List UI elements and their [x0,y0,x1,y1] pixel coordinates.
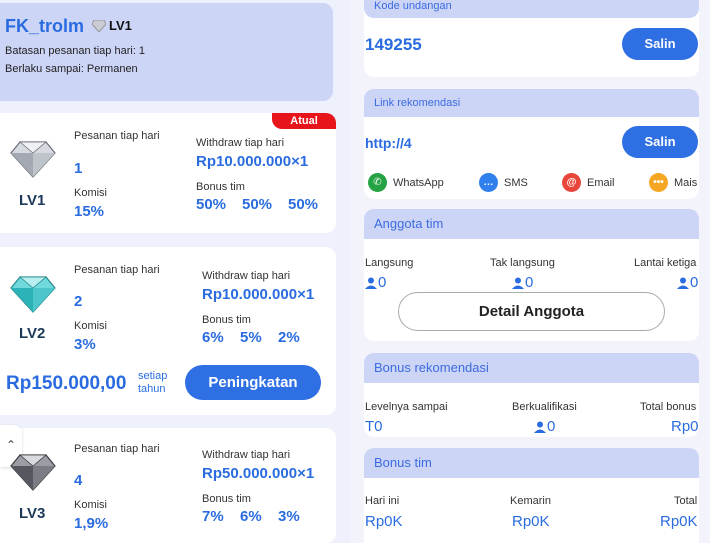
bonus-level-2: 5% [240,329,262,346]
commission-value: 1,9% [74,515,109,532]
upgrade-price: Rp150.000,00 [6,373,127,394]
orders-label: Pesanan tiap hari [74,130,160,142]
share-sms[interactable]: … SMS [479,173,528,192]
withdraw-value: Rp50.000.000×1 [202,465,315,482]
withdraw-label: Withdraw tiap hari [196,137,285,149]
bonus-level-2: 50% [242,196,273,213]
bonus-level-1: 7% [202,508,224,525]
qualified-label: Berkualifikasi [512,401,577,413]
level-badge: LV1 [92,18,132,33]
referral-link-url: http://4 [365,135,412,151]
order-limit-text: Batasan pesanan tiap hari: 1 [5,45,146,57]
bonus-level-2: 6% [240,508,262,525]
team-bonus-values: 6% 5% 2% [202,329,316,346]
member-details-button[interactable]: Detail Anggota [398,292,665,331]
upgrade-button[interactable]: Peningkatan [185,365,321,400]
team-bonus-header: Bonus tim [364,448,699,478]
share-label: Mais [674,176,698,189]
share-whatsapp[interactable]: ✆ WhatsApp [368,173,444,192]
level-name: LV3 [19,505,46,522]
withdraw-label: Withdraw tiap hari [202,449,291,461]
withdraw-value: Rp10.000.000×1 [196,153,309,170]
bonus-level-1: 6% [202,329,224,346]
share-label: SMS [504,176,528,189]
bonus-level-1: 50% [196,196,227,213]
orders-value: 1 [74,160,83,177]
team-bonus-values: 7% 6% 3% [202,508,316,525]
level-name: LV1 [19,192,46,209]
share-email[interactable]: @ Email [562,173,615,192]
yesterday-label: Kemarin [510,495,551,507]
team-bonus-label: Bonus tim [196,181,245,193]
invite-code-value: 149255 [365,35,422,54]
level-reached-label: Levelnya sampai [365,401,448,413]
profile-card: FK_trolm LV1 Batasan pesanan tiap hari: … [0,3,333,101]
commission-value: 15% [74,203,105,220]
share-more[interactable]: ••• Mais [649,173,697,192]
commission-label: Komisi [74,499,108,511]
referral-link-header: Link rekomendasi [364,89,699,117]
dark-diamond-icon [10,454,56,491]
today-value: Rp0K [365,513,403,530]
level-label: LV1 [109,18,132,33]
total-value: Rp0K [660,513,698,530]
commission-label: Komisi [74,187,108,199]
orders-value: 4 [74,472,83,489]
yesterday-value: Rp0K [512,513,550,530]
orders-label: Pesanan tiap hari [74,264,160,276]
third-floor-label: Lantai ketiga [634,257,697,269]
bonus-level-3: 3% [278,508,300,525]
valid-until-text: Berlaku sampai: Permanen [5,63,138,75]
team-members-header: Anggota tim [364,209,699,239]
referral-bonus-header: Bonus rekomendasi [364,353,699,383]
copy-invite-code-button[interactable]: Salin [622,28,698,60]
person-icon [365,277,377,290]
team-bonus-label: Bonus tim [202,493,251,505]
person-icon [677,277,689,290]
commission-value: 3% [74,336,96,353]
level-card-lv1[interactable] [0,113,336,233]
more-icon: ••• [649,173,668,192]
third-floor-count: 0 [677,274,698,291]
total-bonus-value: Rp0 [671,418,699,435]
share-label: WhatsApp [393,176,444,189]
invite-code-header: Kode undangan [364,0,699,18]
level-name: LV2 [19,325,46,342]
indirect-count: 0 [512,274,533,291]
person-icon [512,277,524,290]
bonus-level-3: 50% [288,196,319,213]
team-bonus-label: Bonus tim [202,314,251,326]
aqua-diamond-icon [10,276,56,313]
orders-value: 2 [74,293,83,310]
level-card-lv3[interactable] [0,428,336,543]
direct-count: 0 [365,274,386,291]
vip-level-panel: FK_trolm LV1 Batasan pesanan tiap hari: … [0,0,346,543]
today-label: Hari ini [365,495,400,507]
copy-referral-link-button[interactable]: Salin [622,126,698,158]
silver-diamond-icon [10,141,56,178]
email-icon: @ [562,173,581,192]
diamond-icon [92,19,106,32]
collapse-tab[interactable]: ⌃ [0,425,22,467]
direct-label: Langsung [365,257,414,269]
username: FK_trolm [5,16,85,36]
chevron-up-icon: ⌃ [5,438,17,452]
orders-label: Pesanan tiap hari [74,443,160,455]
bonus-level-3: 2% [278,329,300,346]
team-bonus-values: 50% 50% 50% [196,196,334,213]
commission-label: Komisi [74,320,108,332]
qualified-count: 0 [534,418,555,435]
withdraw-label: Withdraw tiap hari [202,270,291,282]
total-bonus-label: Total bonus [640,401,697,413]
withdraw-value: Rp10.000.000×1 [202,286,315,303]
total-label: Total [674,495,698,507]
indirect-label: Tak langsung [490,257,555,269]
share-label: Email [587,176,615,189]
price-period: setiap tahun [138,370,168,395]
current-level-badge: Atual [272,113,336,129]
person-icon [534,421,546,434]
level-reached-value: T0 [365,418,383,435]
whatsapp-icon: ✆ [368,173,387,192]
sms-icon: … [479,173,498,192]
